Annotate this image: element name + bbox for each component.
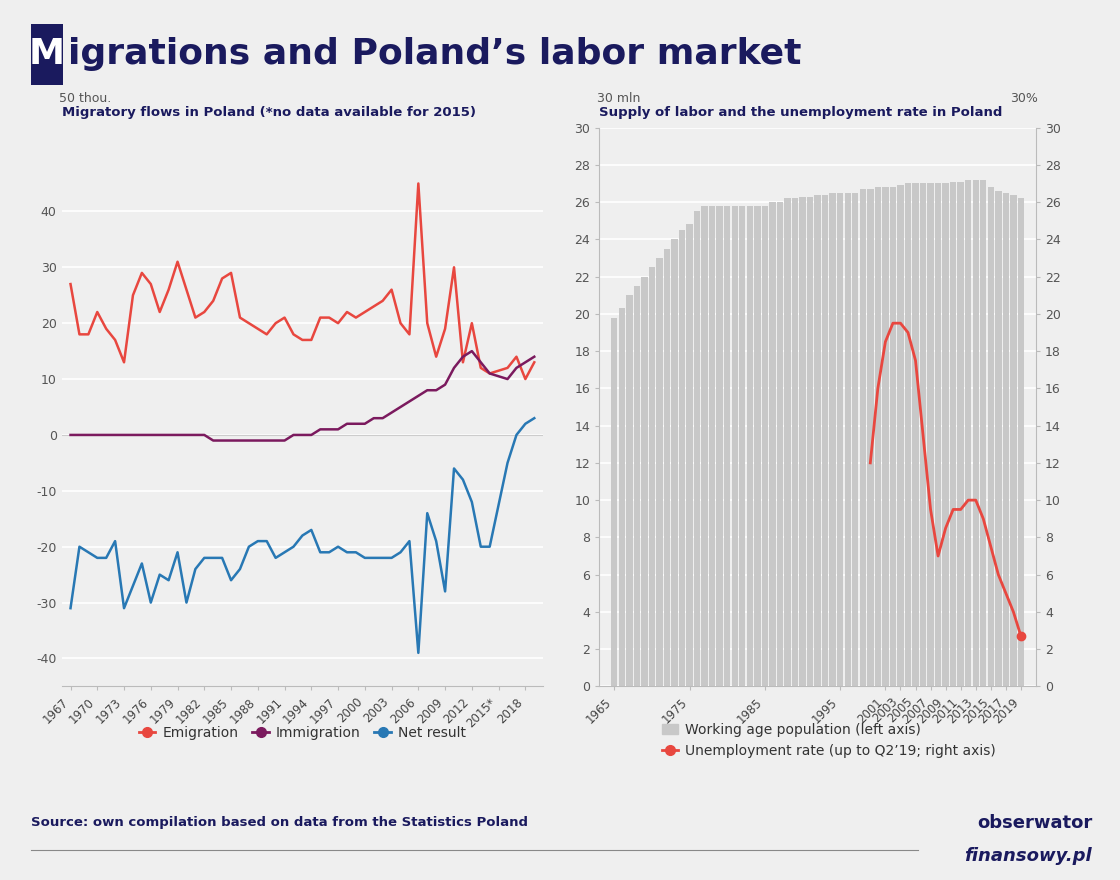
Bar [889, 187, 896, 686]
Bar [671, 239, 678, 686]
Bar [844, 193, 851, 686]
Text: M: M [29, 36, 65, 70]
Bar [852, 193, 858, 686]
Bar [701, 206, 708, 686]
Legend: Working age population (left axis), Unemployment rate (up to Q2’19; right axis): Working age population (left axis), Unem… [656, 717, 1001, 763]
Bar [806, 196, 813, 686]
Bar [830, 193, 836, 686]
Bar [724, 206, 730, 686]
Bar [822, 194, 829, 686]
Text: obserwator: obserwator [977, 814, 1092, 832]
Bar [800, 196, 805, 686]
Bar [792, 198, 799, 686]
Bar [913, 183, 918, 686]
Bar [739, 206, 746, 686]
Bar [972, 180, 979, 686]
Bar [687, 224, 693, 686]
Bar [920, 183, 926, 686]
Bar [988, 187, 995, 686]
Bar [648, 268, 655, 686]
Bar [31, 24, 63, 84]
Bar [1002, 193, 1009, 686]
Bar [656, 258, 663, 686]
Bar [859, 189, 866, 686]
Bar [935, 183, 941, 686]
Bar [1018, 198, 1024, 686]
Bar [731, 206, 738, 686]
Bar [694, 211, 700, 686]
Bar [965, 180, 971, 686]
Text: 50 thou.: 50 thou. [59, 92, 112, 106]
Text: 30%: 30% [1010, 92, 1038, 106]
Bar [747, 206, 753, 686]
Bar [618, 308, 625, 686]
Bar [883, 187, 888, 686]
Bar [612, 318, 617, 686]
Bar [679, 230, 685, 686]
Text: igrations and Poland’s labor market: igrations and Poland’s labor market [68, 36, 802, 70]
Bar [837, 193, 843, 686]
Bar [664, 249, 670, 686]
Bar [814, 194, 821, 686]
Bar [769, 202, 776, 686]
Text: 30 mln: 30 mln [597, 92, 641, 106]
Bar [626, 295, 633, 686]
Bar [709, 206, 716, 686]
Bar [927, 183, 934, 686]
Bar [942, 183, 949, 686]
Bar [875, 187, 881, 686]
Bar [980, 180, 987, 686]
Bar [784, 198, 791, 686]
Bar [958, 181, 964, 686]
Bar [717, 206, 722, 686]
Bar [950, 181, 956, 686]
Legend: Emigration, Immigration, Net result: Emigration, Immigration, Net result [133, 721, 472, 745]
Bar [754, 206, 760, 686]
Bar [905, 183, 912, 686]
Text: Supply of labor and the unemployment rate in Poland: Supply of labor and the unemployment rat… [599, 106, 1002, 120]
Bar [1010, 194, 1017, 686]
Text: Source: own compilation based on data from the Statistics Poland: Source: own compilation based on data fr… [31, 817, 529, 830]
Text: finansowy.pl: finansowy.pl [964, 847, 1092, 865]
Bar [777, 202, 783, 686]
Bar [762, 206, 768, 686]
Bar [641, 276, 647, 686]
Text: Migratory flows in Poland (*no data available for 2015): Migratory flows in Poland (*no data avai… [62, 106, 476, 120]
Bar [867, 189, 874, 686]
Bar [897, 186, 904, 686]
Bar [996, 191, 1001, 686]
Bar [634, 286, 640, 686]
